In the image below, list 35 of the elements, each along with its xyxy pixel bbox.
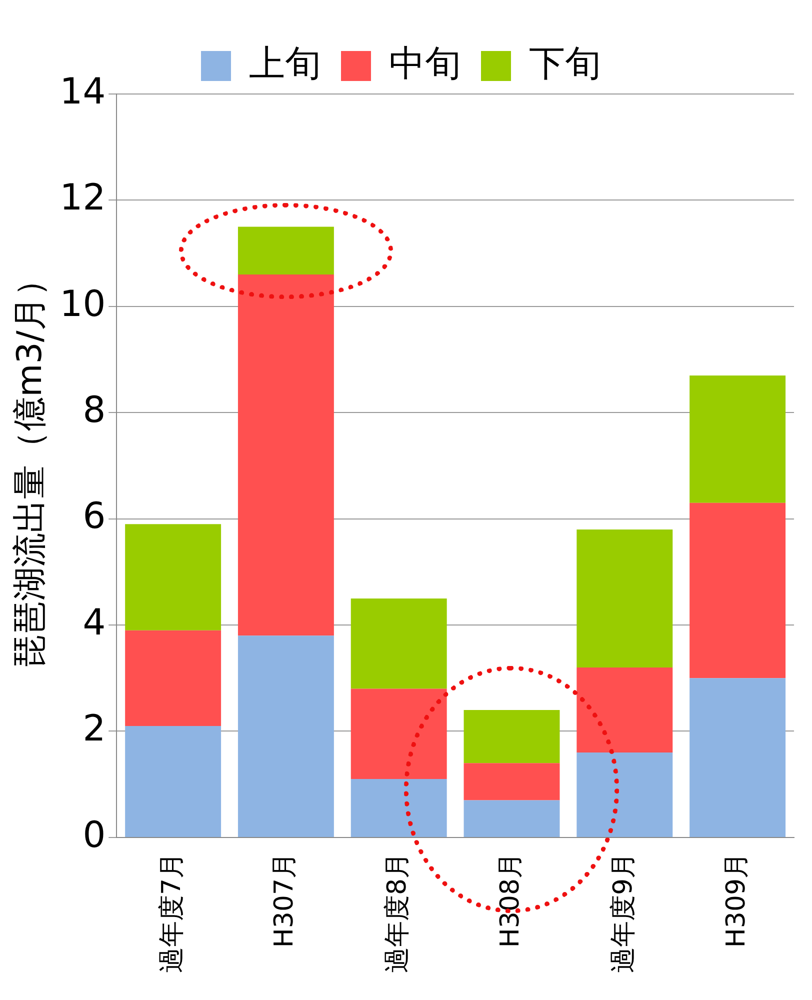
y-tick-label: 4 [82, 602, 106, 644]
bar [350, 598, 447, 689]
x-tick-label: 過年度8月 [382, 852, 413, 974]
bar [464, 800, 560, 837]
bar [350, 779, 447, 837]
bar [690, 502, 786, 678]
x-tick-label: H308月 [496, 852, 526, 948]
x-tick-label: 過年度9月 [608, 852, 638, 974]
y-tick-label: 14 [60, 71, 106, 112]
y-tick-label: 8 [82, 390, 106, 431]
x-tick-label: 過年度7月 [156, 852, 187, 974]
y-tick-label: 12 [60, 178, 106, 219]
bar [690, 678, 786, 837]
bar [576, 668, 673, 752]
y-tick-label: 0 [82, 814, 106, 856]
bar [350, 688, 447, 780]
bar [125, 630, 222, 726]
bar [238, 226, 334, 275]
y-axis-title: 琵琶湖流出量（億m3/月） [10, 262, 50, 669]
x-tick-label: H309月 [721, 852, 752, 948]
bar [576, 752, 673, 837]
x-tick-label: H307月 [270, 852, 300, 948]
bar [238, 636, 334, 837]
bar [125, 726, 222, 837]
y-tick-label: 10 [60, 284, 106, 325]
y-tick-label: 2 [82, 708, 106, 750]
bar [125, 524, 222, 630]
bar [576, 529, 673, 668]
bar [464, 710, 560, 764]
bar [464, 763, 560, 800]
bar [690, 375, 786, 503]
legend-label: 中旬 [389, 43, 461, 84]
y-tick-label: 6 [82, 496, 106, 538]
legend-label: 下旬 [529, 43, 601, 84]
legend-label: 上旬 [249, 43, 321, 84]
